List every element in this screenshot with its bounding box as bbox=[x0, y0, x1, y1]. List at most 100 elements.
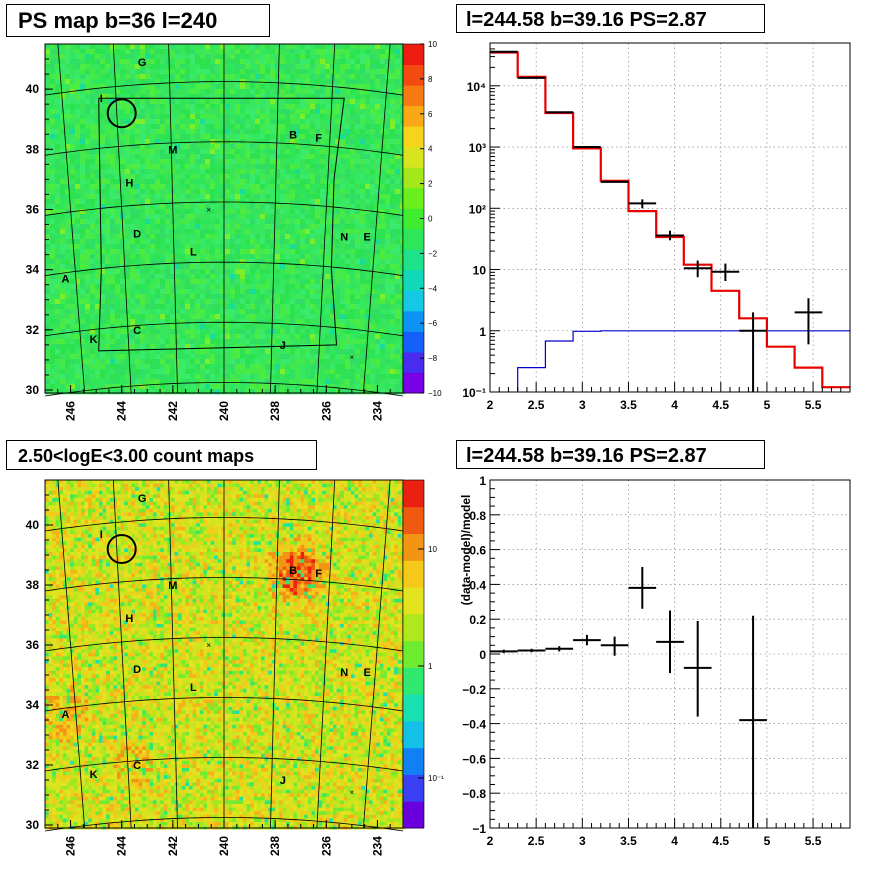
map-pixel bbox=[360, 204, 366, 210]
map-pixel bbox=[395, 274, 401, 280]
map-pixel bbox=[100, 179, 106, 185]
map-pixel bbox=[230, 269, 236, 275]
map-pixel bbox=[385, 384, 391, 390]
map-pixel bbox=[365, 99, 371, 105]
map-pixel bbox=[85, 289, 91, 295]
map-pixel bbox=[220, 119, 226, 125]
map-pixel bbox=[220, 84, 226, 90]
map-pixel bbox=[145, 284, 151, 290]
map-pixel bbox=[320, 264, 326, 270]
map-pixel bbox=[310, 249, 316, 255]
map-pixel bbox=[390, 269, 396, 275]
map-pixel bbox=[185, 104, 191, 110]
map-pixel bbox=[230, 119, 236, 125]
map-pixel bbox=[195, 289, 201, 295]
map-pixel bbox=[350, 224, 356, 230]
map-pixel bbox=[205, 169, 211, 175]
map-pixel bbox=[65, 264, 71, 270]
map-pixel bbox=[200, 104, 206, 110]
map-pixel bbox=[280, 109, 286, 115]
map-pixel bbox=[70, 179, 76, 185]
map-pixel bbox=[250, 254, 256, 260]
map-pixel bbox=[70, 199, 76, 205]
map-pixel bbox=[155, 99, 161, 105]
map-pixel bbox=[315, 89, 321, 95]
map-pixel bbox=[195, 89, 201, 95]
map-pixel bbox=[310, 84, 316, 90]
map-pixel bbox=[210, 204, 216, 210]
map-pixel bbox=[185, 234, 191, 240]
map-pixel bbox=[385, 49, 391, 55]
map-pixel bbox=[320, 344, 326, 350]
map-pixel bbox=[65, 124, 71, 130]
map-pixel bbox=[70, 294, 76, 300]
map-pixel bbox=[235, 164, 241, 170]
map-pixel bbox=[90, 344, 96, 350]
map-pixel bbox=[150, 169, 156, 175]
map-pixel bbox=[210, 124, 216, 130]
map-pixel bbox=[305, 274, 311, 280]
map-pixel bbox=[360, 294, 366, 300]
map-pixel bbox=[305, 244, 311, 250]
map-pixel bbox=[90, 244, 96, 250]
map-pixel bbox=[220, 309, 226, 315]
map-pixel bbox=[295, 309, 301, 315]
map-pixel bbox=[170, 309, 176, 315]
map-pixel bbox=[55, 294, 61, 300]
map-pixel bbox=[265, 204, 271, 210]
map-pixel bbox=[380, 174, 386, 180]
map-pixel bbox=[315, 54, 321, 60]
map-pixel bbox=[365, 214, 371, 220]
map-pixel bbox=[145, 314, 151, 320]
map-pixel bbox=[330, 99, 336, 105]
map-pixel bbox=[45, 209, 51, 215]
map-pixel bbox=[310, 309, 316, 315]
map-pixel bbox=[395, 384, 401, 390]
map-pixel bbox=[205, 329, 211, 335]
map-pixel bbox=[380, 59, 386, 65]
map-pixel bbox=[365, 59, 371, 65]
map-pixel bbox=[310, 369, 316, 375]
map-pixel bbox=[250, 239, 256, 245]
map-pixel bbox=[145, 229, 151, 235]
map-pixel bbox=[130, 139, 136, 145]
map-pixel bbox=[130, 379, 136, 385]
map-pixel bbox=[190, 249, 196, 255]
map-pixel bbox=[260, 309, 266, 315]
map-pixel bbox=[90, 114, 96, 120]
map-pixel bbox=[95, 84, 101, 90]
map-pixel bbox=[135, 334, 141, 340]
map-pixel bbox=[180, 134, 186, 140]
map-pixel bbox=[170, 379, 176, 385]
map-pixel bbox=[385, 359, 391, 365]
map-pixel bbox=[130, 124, 136, 130]
map-pixel bbox=[265, 49, 271, 55]
map-pixel bbox=[380, 269, 386, 275]
map-pixel bbox=[260, 199, 266, 205]
map-pixel bbox=[240, 254, 246, 260]
map-pixel bbox=[90, 74, 96, 80]
map-pixel bbox=[240, 89, 246, 95]
map-pixel bbox=[335, 204, 341, 210]
map-pixel bbox=[120, 369, 126, 375]
map-pixel bbox=[190, 324, 196, 330]
map-pixel bbox=[105, 54, 111, 60]
map-pixel bbox=[55, 309, 61, 315]
map-pixel bbox=[320, 89, 326, 95]
map-pixel bbox=[175, 309, 181, 315]
map-pixel bbox=[205, 299, 211, 305]
map-pixel bbox=[45, 299, 51, 305]
map-pixel bbox=[370, 134, 376, 140]
map-pixel bbox=[370, 194, 376, 200]
map-pixel bbox=[55, 99, 61, 105]
map-pixel bbox=[295, 254, 301, 260]
map-pixel bbox=[285, 369, 291, 375]
map-pixel bbox=[65, 299, 71, 305]
map-pixel bbox=[270, 114, 276, 120]
map-pixel bbox=[230, 384, 236, 390]
map-pixel bbox=[315, 299, 321, 305]
map-pixel bbox=[215, 264, 221, 270]
map-pixel bbox=[160, 239, 166, 245]
map-pixel bbox=[380, 219, 386, 225]
map-pixel bbox=[290, 224, 296, 230]
